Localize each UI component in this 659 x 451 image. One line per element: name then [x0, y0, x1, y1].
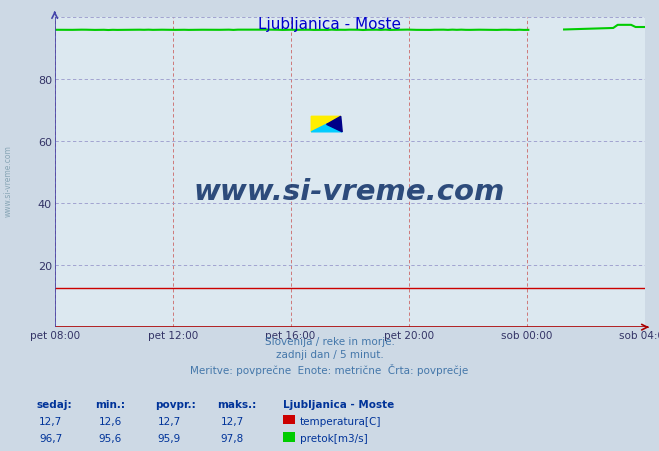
- Text: Ljubljanica - Moste: Ljubljanica - Moste: [283, 399, 395, 409]
- Text: www.si-vreme.com: www.si-vreme.com: [194, 177, 505, 205]
- Polygon shape: [311, 117, 341, 133]
- Text: min.:: min.:: [96, 399, 126, 409]
- Polygon shape: [327, 117, 342, 133]
- Text: zadnji dan / 5 minut.: zadnji dan / 5 minut.: [275, 350, 384, 359]
- Text: sedaj:: sedaj:: [36, 399, 72, 409]
- Text: pretok[m3/s]: pretok[m3/s]: [300, 433, 368, 443]
- Text: Meritve: povprečne  Enote: metrične  Črta: povprečje: Meritve: povprečne Enote: metrične Črta:…: [190, 363, 469, 375]
- Text: 95,6: 95,6: [98, 433, 122, 443]
- Text: 97,8: 97,8: [220, 433, 244, 443]
- Polygon shape: [311, 124, 342, 133]
- Text: 12,7: 12,7: [158, 416, 181, 426]
- Text: 95,9: 95,9: [158, 433, 181, 443]
- Text: temperatura[C]: temperatura[C]: [300, 416, 382, 426]
- Text: maks.:: maks.:: [217, 399, 257, 409]
- Text: Slovenija / reke in morje.: Slovenija / reke in morje.: [264, 336, 395, 346]
- Text: 12,7: 12,7: [220, 416, 244, 426]
- Text: 12,6: 12,6: [98, 416, 122, 426]
- Text: Ljubljanica - Moste: Ljubljanica - Moste: [258, 17, 401, 32]
- Text: povpr.:: povpr.:: [155, 399, 196, 409]
- Text: 96,7: 96,7: [39, 433, 63, 443]
- Text: 12,7: 12,7: [39, 416, 63, 426]
- Text: www.si-vreme.com: www.si-vreme.com: [3, 144, 13, 216]
